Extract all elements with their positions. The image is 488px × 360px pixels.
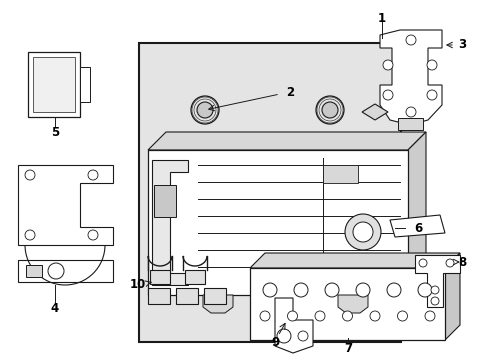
Polygon shape xyxy=(249,253,459,268)
Polygon shape xyxy=(203,295,232,313)
Polygon shape xyxy=(274,298,312,353)
Circle shape xyxy=(297,331,307,341)
Circle shape xyxy=(355,283,369,297)
Bar xyxy=(184,270,204,284)
Circle shape xyxy=(88,230,98,240)
Bar xyxy=(203,288,225,304)
Polygon shape xyxy=(337,295,367,313)
Polygon shape xyxy=(389,215,444,237)
Circle shape xyxy=(352,222,372,242)
Bar xyxy=(18,260,113,282)
Circle shape xyxy=(25,230,35,240)
Circle shape xyxy=(405,107,415,117)
Bar xyxy=(323,165,357,183)
Bar xyxy=(139,43,400,342)
Text: 6: 6 xyxy=(413,221,421,234)
Circle shape xyxy=(88,170,98,180)
Circle shape xyxy=(287,311,297,321)
Circle shape xyxy=(293,283,307,297)
Text: 4: 4 xyxy=(51,302,59,315)
Circle shape xyxy=(325,283,338,297)
Circle shape xyxy=(424,311,434,321)
Circle shape xyxy=(369,311,379,321)
Circle shape xyxy=(426,60,436,70)
Circle shape xyxy=(445,259,453,267)
Text: 3: 3 xyxy=(457,39,465,51)
Text: 10: 10 xyxy=(130,279,146,292)
Text: 8: 8 xyxy=(457,256,465,269)
Bar xyxy=(154,185,176,217)
Circle shape xyxy=(418,259,426,267)
Circle shape xyxy=(386,283,400,297)
Circle shape xyxy=(342,311,352,321)
Polygon shape xyxy=(18,165,113,245)
Circle shape xyxy=(397,311,407,321)
Circle shape xyxy=(25,170,35,180)
Bar xyxy=(26,265,42,277)
Text: 1: 1 xyxy=(377,12,385,24)
Polygon shape xyxy=(407,132,425,295)
Circle shape xyxy=(430,286,438,294)
Circle shape xyxy=(430,297,438,305)
Polygon shape xyxy=(379,30,441,125)
Circle shape xyxy=(382,90,392,100)
Circle shape xyxy=(405,35,415,45)
Circle shape xyxy=(48,263,64,279)
Circle shape xyxy=(314,311,325,321)
Bar xyxy=(150,270,170,284)
Circle shape xyxy=(426,90,436,100)
Circle shape xyxy=(315,96,343,124)
Polygon shape xyxy=(361,104,387,120)
Circle shape xyxy=(263,283,276,297)
Polygon shape xyxy=(444,253,459,340)
Text: 2: 2 xyxy=(285,85,293,99)
Polygon shape xyxy=(148,132,425,150)
Bar xyxy=(397,118,422,130)
Bar xyxy=(176,288,198,304)
Circle shape xyxy=(191,96,219,124)
Circle shape xyxy=(417,283,431,297)
Text: 5: 5 xyxy=(51,126,59,139)
Text: 7: 7 xyxy=(343,342,351,355)
Bar xyxy=(249,268,444,340)
Polygon shape xyxy=(414,255,459,307)
Polygon shape xyxy=(152,160,187,285)
Circle shape xyxy=(276,329,290,343)
Bar xyxy=(148,288,170,304)
Circle shape xyxy=(197,102,213,118)
Polygon shape xyxy=(80,67,90,102)
Bar xyxy=(33,57,75,112)
Circle shape xyxy=(260,311,269,321)
Circle shape xyxy=(382,60,392,70)
Circle shape xyxy=(345,214,380,250)
Bar xyxy=(148,150,407,295)
Bar xyxy=(28,52,80,117)
Text: 9: 9 xyxy=(270,336,279,348)
Circle shape xyxy=(321,102,337,118)
